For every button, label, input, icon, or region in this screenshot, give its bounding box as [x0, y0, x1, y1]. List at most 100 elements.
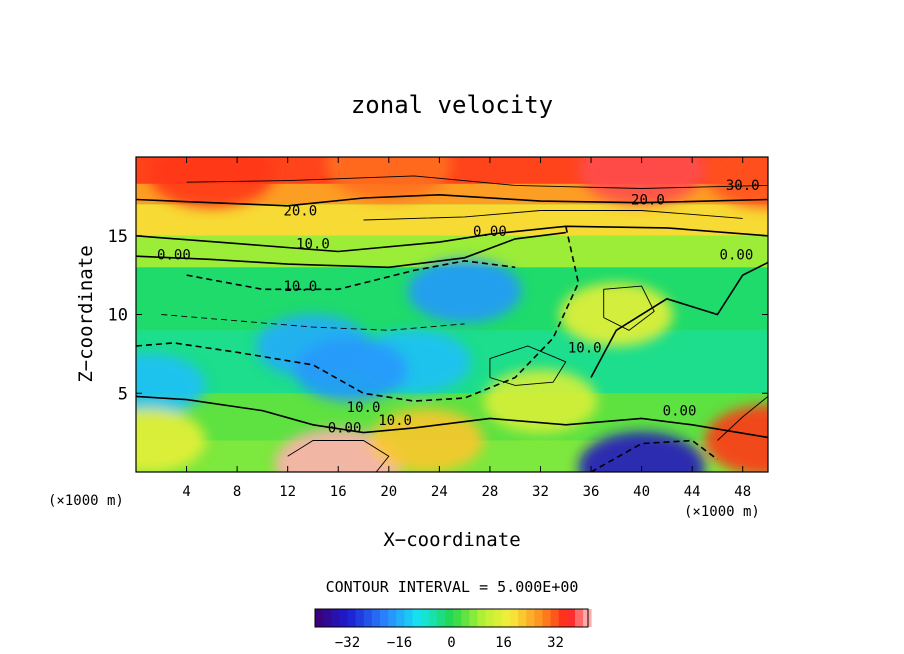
colorbar-segment	[542, 609, 551, 627]
x-tick-label: 32	[532, 484, 549, 500]
field-feature-3	[704, 157, 768, 209]
x-tick-label: 4	[182, 484, 190, 500]
colorbar-segment	[453, 609, 462, 627]
x-tick-label: 20	[380, 484, 397, 500]
colorbar-tick-label: 16	[495, 635, 512, 651]
colorbar-segment	[363, 609, 373, 627]
y-tick-label: 5	[118, 384, 128, 404]
contour-line-13	[287, 440, 390, 472]
field-feature-15	[704, 405, 768, 472]
colorbar-segment	[315, 609, 324, 627]
colorbar-tick-label: −16	[387, 635, 412, 651]
x-tick-label: 16	[330, 484, 347, 500]
contour-line-9	[186, 175, 768, 189]
colorbar-segment	[371, 609, 381, 627]
x-tick-label: 36	[583, 484, 600, 500]
colorbar-segment	[550, 609, 560, 627]
colorbar-segment	[428, 609, 438, 627]
colorbar-frame	[314, 608, 589, 628]
contour-label: 10.0	[283, 279, 317, 295]
x-tick-label: 44	[684, 484, 701, 500]
colorbar-segment	[510, 609, 519, 627]
field-feature-9	[483, 369, 598, 434]
contour-line-10	[363, 210, 743, 221]
colorbar-segment	[518, 609, 527, 627]
contour-label: 0.00	[328, 421, 362, 437]
field-feature-1	[325, 157, 452, 201]
field-feature-6	[407, 258, 522, 323]
x-tick-label: 12	[279, 484, 296, 500]
colorbar-segment	[380, 609, 389, 627]
plot-area: 30.020.020.010.00.000.0010.00.0010.010.0…	[136, 157, 768, 472]
chart-title: zonal velocity	[351, 91, 553, 119]
colorbar-segment	[323, 609, 332, 627]
colorbar-segment	[412, 609, 421, 627]
colorbar-tick-label: 32	[547, 635, 564, 651]
colorbar-segment	[526, 609, 535, 627]
contour-lines	[136, 175, 768, 472]
contour-label: 20.0	[283, 203, 317, 219]
contour-label: 0.00	[473, 224, 507, 240]
field-feature-10	[136, 353, 206, 418]
colorbar-segment	[347, 609, 356, 627]
colorbar-segment	[501, 609, 511, 627]
y-axis-label: Z−coordinate	[75, 245, 97, 382]
colorbar-segment	[575, 609, 584, 627]
contour-label: 10.0	[378, 413, 412, 429]
colorbar-segment	[534, 609, 543, 627]
colorbar-segment	[469, 609, 478, 627]
field-feature-7	[294, 337, 408, 402]
contour-label: 0.00	[157, 247, 191, 263]
x-tick-label: 40	[633, 484, 650, 500]
contour-line-6	[590, 439, 718, 472]
colorbar-segment	[583, 609, 592, 627]
colorbar-segment	[396, 609, 405, 627]
x-axis-label: X−coordinate	[383, 529, 520, 551]
contour-label: 0.00	[720, 247, 754, 263]
colorbar-segment	[493, 609, 503, 627]
contour-line-2	[136, 231, 566, 269]
contour-labels: 30.020.020.010.00.000.0010.00.0010.010.0…	[157, 178, 760, 437]
colorbar-segment	[445, 609, 454, 627]
colorbar-segment	[404, 609, 413, 627]
colorbar-segment	[388, 609, 397, 627]
colorbar-tick-label: 0	[447, 635, 455, 651]
colorbar-segment	[461, 609, 470, 627]
contour-label: 20.0	[631, 192, 665, 208]
contour-line-8	[161, 314, 465, 331]
contour-line-12	[603, 285, 655, 331]
colorbar: −32 −16 0 16 32	[314, 608, 592, 651]
field-feature-11	[136, 408, 206, 472]
contour-line-1	[136, 225, 768, 253]
contour-line-14	[717, 396, 768, 441]
x-tick-label: 8	[233, 484, 241, 500]
field-feature-13	[369, 408, 484, 472]
contour-label: 30.0	[726, 178, 760, 194]
contour-line-5	[136, 395, 768, 439]
colorbar-segment	[420, 609, 430, 627]
x-tick-label: 28	[481, 484, 498, 500]
colorbar-segment	[355, 609, 365, 627]
colorbar-segment	[331, 609, 340, 627]
colorbar-segment	[339, 609, 348, 627]
field-feature-12	[275, 428, 402, 472]
contour-label: 0.00	[663, 403, 697, 419]
colorbar-segment	[436, 609, 446, 627]
colorbar-segment	[566, 609, 576, 627]
contour-line-0	[136, 193, 768, 207]
contour-line-11	[489, 345, 567, 386]
x-unit-label-left: (×1000 m)	[48, 493, 124, 509]
contour-line-3	[186, 260, 516, 291]
colorbar-ticks: −32 −16 0 16 32	[335, 635, 564, 651]
field-feature-0	[148, 157, 276, 209]
colorbar-segments	[315, 609, 592, 627]
contour-label: 10.0	[347, 400, 381, 416]
colorbar-tick-label: −32	[335, 635, 360, 651]
field-features	[136, 157, 768, 472]
y-axis-ticks: 5 10 15	[108, 227, 768, 404]
colorbar-segment	[485, 609, 495, 627]
band-5	[136, 204, 768, 236]
field-feature-2	[578, 157, 705, 206]
contour-line-7	[590, 261, 768, 378]
